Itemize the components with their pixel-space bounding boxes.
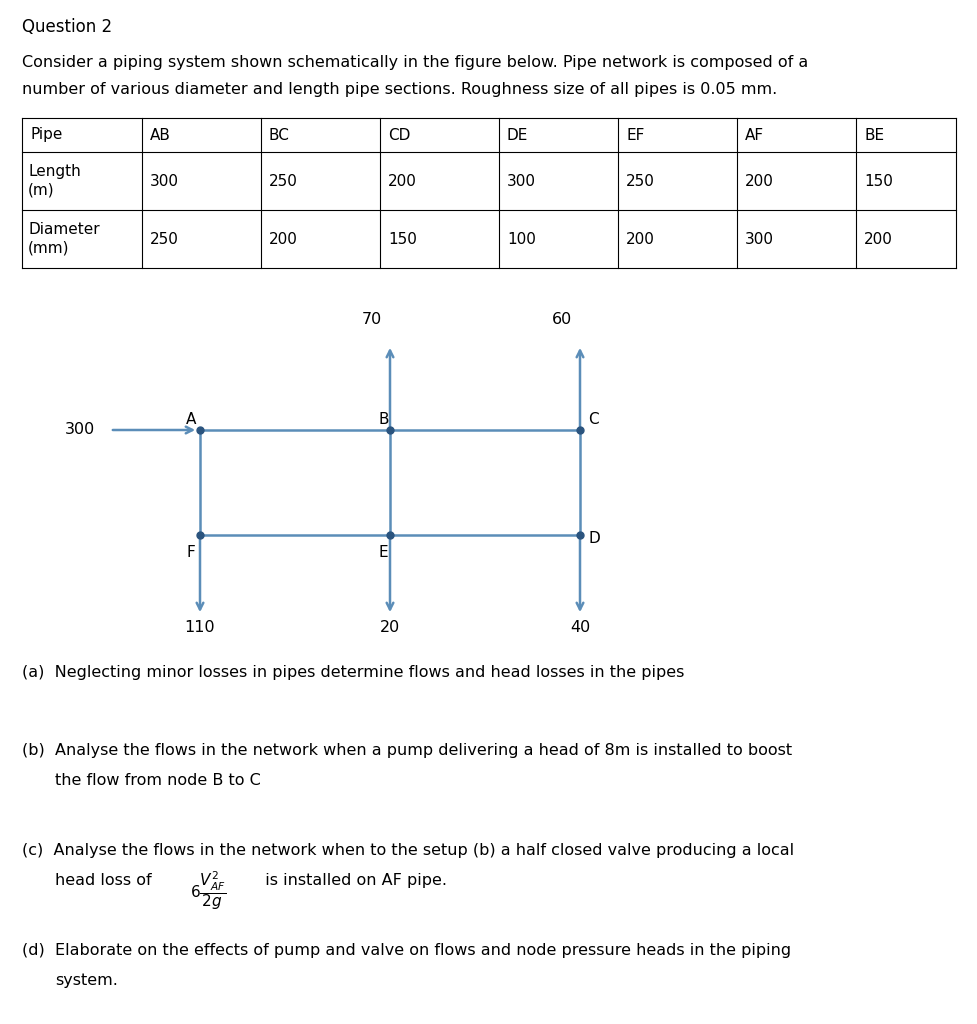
Text: 150: 150 <box>388 231 416 247</box>
Text: 40: 40 <box>570 620 589 635</box>
Text: 250: 250 <box>149 231 179 247</box>
Text: is installed on AF pipe.: is installed on AF pipe. <box>255 873 446 888</box>
Text: (b)  Analyse the flows in the network when a pump delivering a head of 8m is ins: (b) Analyse the flows in the network whe… <box>21 743 791 758</box>
Text: head loss of: head loss of <box>55 873 162 888</box>
Text: D: D <box>587 531 599 546</box>
Text: AF: AF <box>744 128 763 142</box>
Text: Length
(m): Length (m) <box>28 164 81 198</box>
Text: (c)  Analyse the flows in the network when to the setup (b) a half closed valve : (c) Analyse the flows in the network whe… <box>21 843 793 858</box>
Text: 20: 20 <box>379 620 400 635</box>
Text: number of various diameter and length pipe sections. Roughness size of all pipes: number of various diameter and length pi… <box>21 82 777 97</box>
Text: Question 2: Question 2 <box>21 18 112 36</box>
Text: C: C <box>587 412 598 427</box>
Text: AB: AB <box>149 128 171 142</box>
Text: Consider a piping system shown schematically in the figure below. Pipe network i: Consider a piping system shown schematic… <box>21 55 807 70</box>
Text: 250: 250 <box>625 173 655 188</box>
Text: $6\dfrac{V_{AF}^{2}}{2g}$: $6\dfrac{V_{AF}^{2}}{2g}$ <box>190 869 226 912</box>
Text: 70: 70 <box>361 312 382 327</box>
Text: (a)  Neglecting minor losses in pipes determine flows and head losses in the pip: (a) Neglecting minor losses in pipes det… <box>21 665 684 680</box>
Text: DE: DE <box>506 128 528 142</box>
Text: 300: 300 <box>64 423 95 437</box>
Text: 200: 200 <box>863 231 892 247</box>
Text: 60: 60 <box>551 312 572 327</box>
Text: 300: 300 <box>744 231 773 247</box>
Text: E: E <box>378 545 387 560</box>
Text: 110: 110 <box>185 620 215 635</box>
Text: 150: 150 <box>863 173 892 188</box>
Text: B: B <box>378 412 388 427</box>
Text: (d)  Elaborate on the effects of pump and valve on flows and node pressure heads: (d) Elaborate on the effects of pump and… <box>21 943 790 958</box>
Text: the flow from node B to C: the flow from node B to C <box>55 773 261 788</box>
Text: Pipe: Pipe <box>30 128 63 142</box>
Text: 300: 300 <box>506 173 535 188</box>
Text: 250: 250 <box>269 173 298 188</box>
Text: BC: BC <box>269 128 289 142</box>
Text: CD: CD <box>388 128 410 142</box>
Text: EF: EF <box>625 128 644 142</box>
Text: 200: 200 <box>625 231 655 247</box>
Text: F: F <box>186 545 194 560</box>
Text: 200: 200 <box>269 231 298 247</box>
Text: 100: 100 <box>506 231 535 247</box>
Text: 300: 300 <box>149 173 179 188</box>
Text: system.: system. <box>55 973 118 988</box>
Text: 200: 200 <box>744 173 773 188</box>
Text: A: A <box>186 412 196 427</box>
Text: Diameter
(mm): Diameter (mm) <box>28 222 100 256</box>
Text: BE: BE <box>863 128 883 142</box>
Text: 200: 200 <box>388 173 416 188</box>
